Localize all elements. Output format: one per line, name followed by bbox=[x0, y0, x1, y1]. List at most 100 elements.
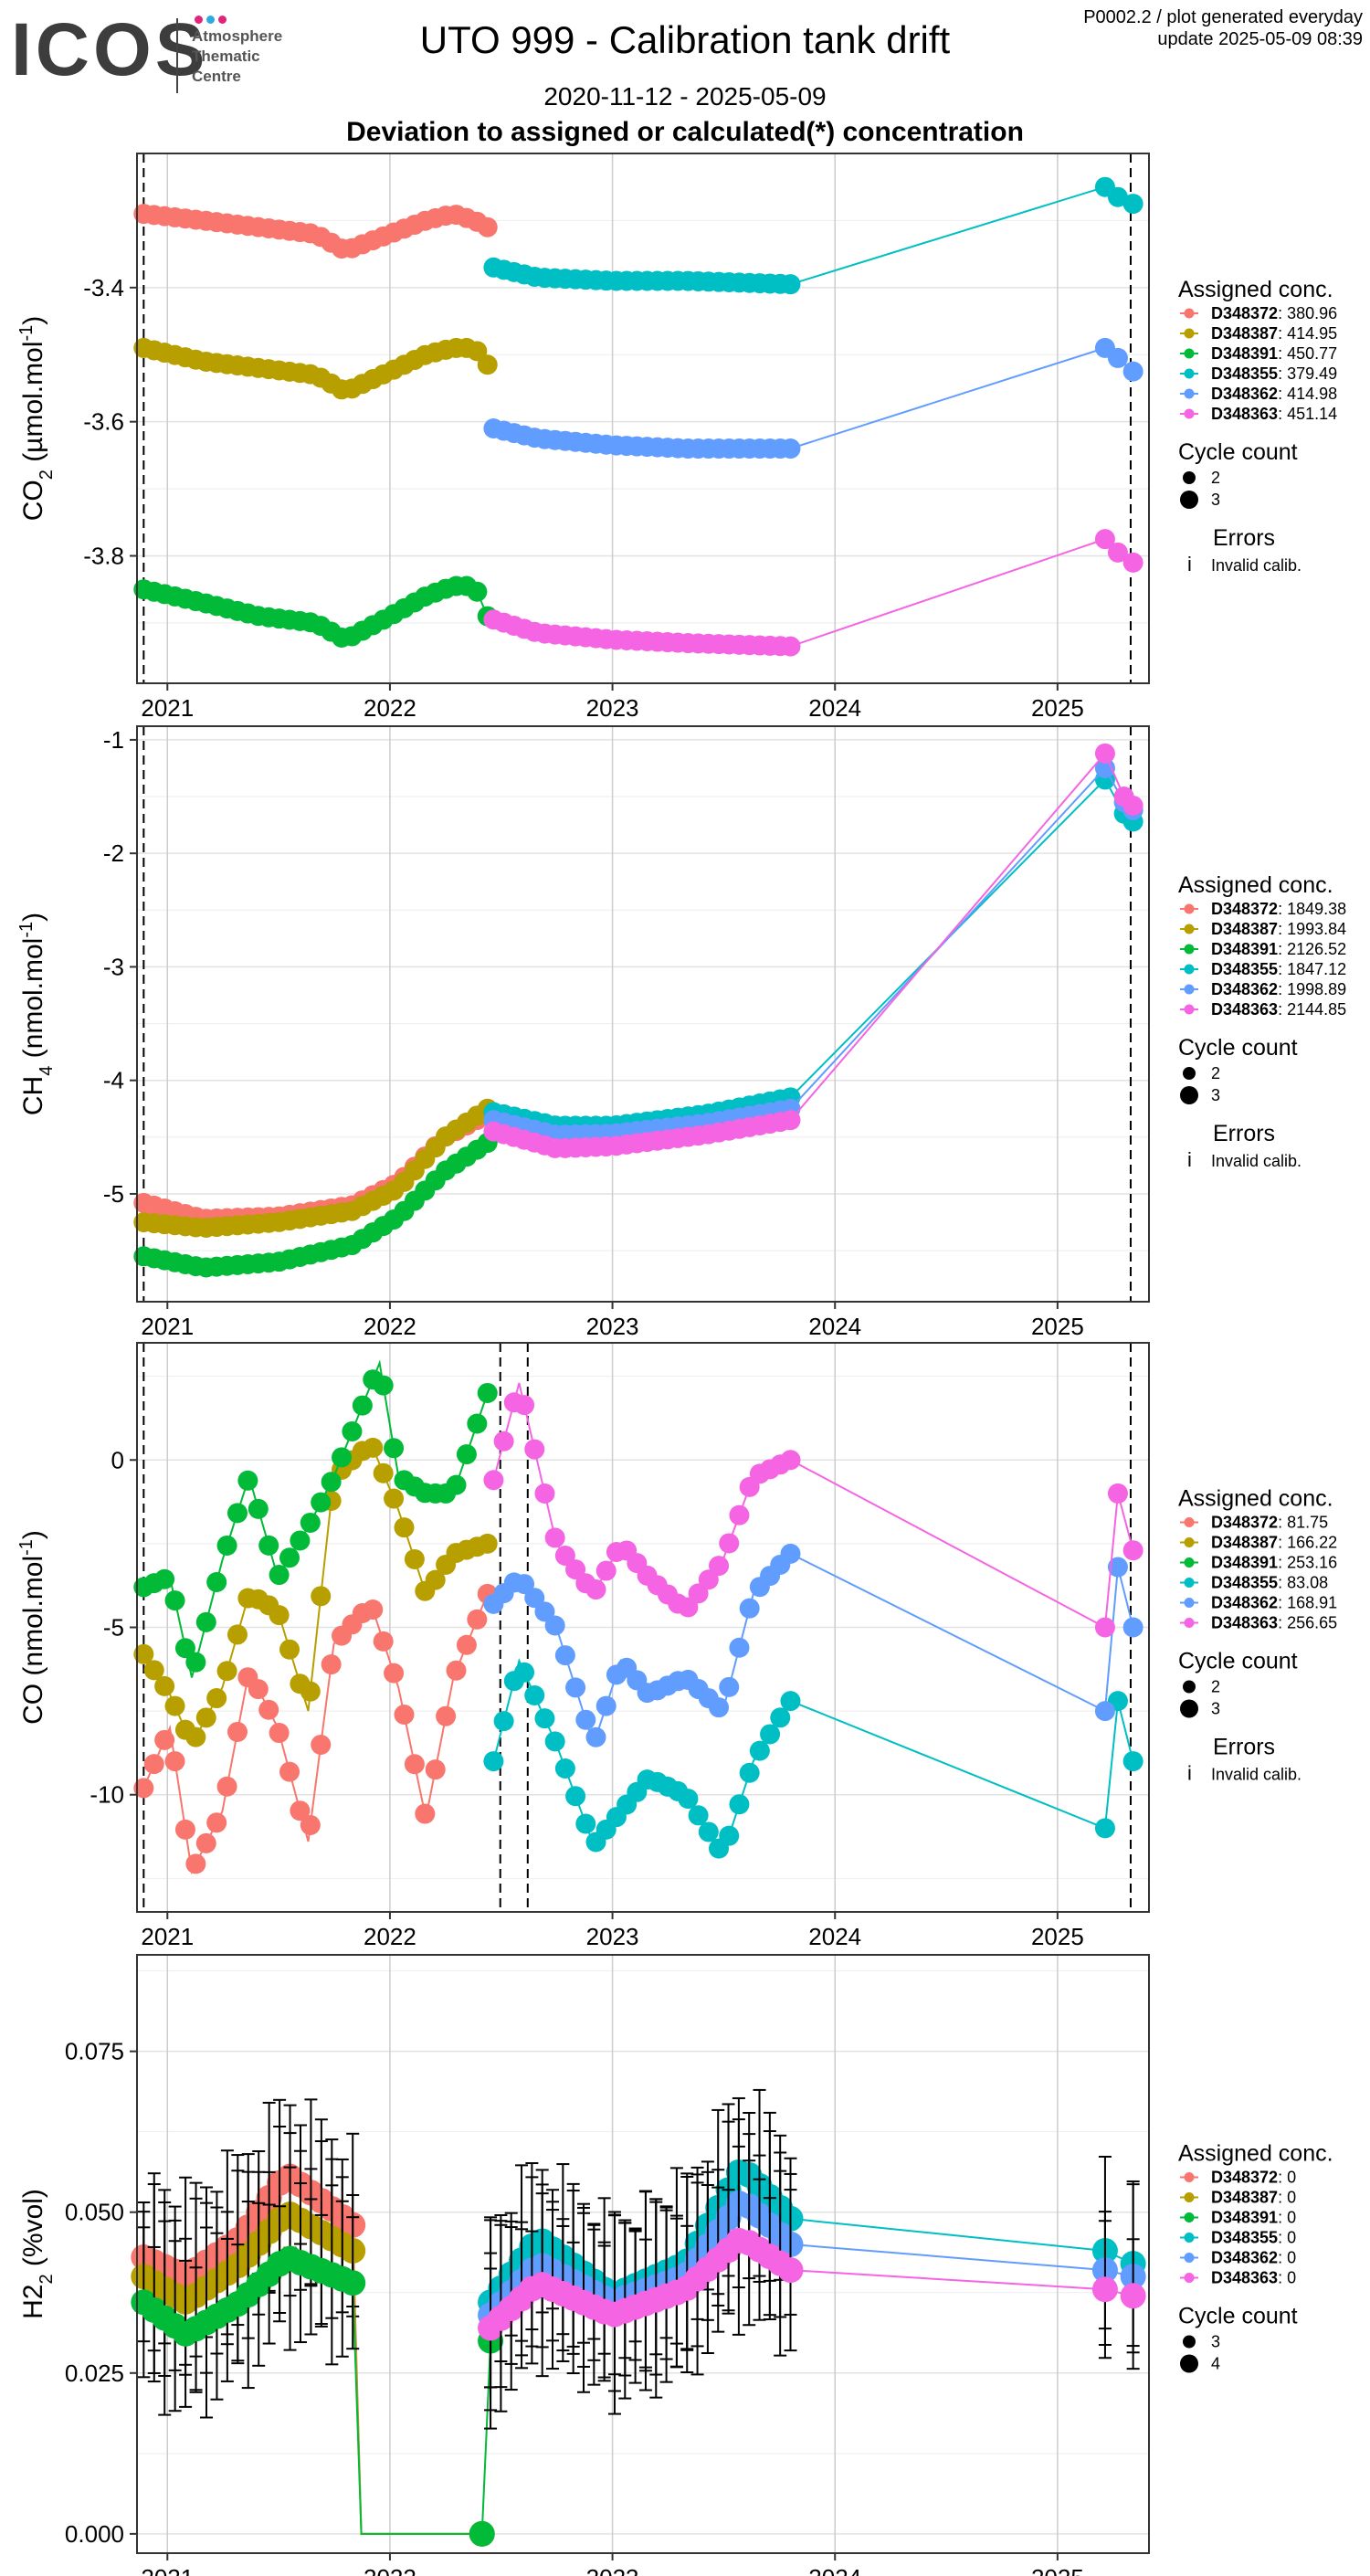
logo-sub-line-2: Thematic bbox=[192, 48, 260, 65]
data-point bbox=[446, 1474, 467, 1495]
data-point bbox=[404, 1548, 425, 1569]
legend-entry-id: D348363 bbox=[1211, 1000, 1278, 1019]
y-tick-label: 0.025 bbox=[65, 2360, 124, 2387]
data-point bbox=[279, 1547, 300, 1568]
legend-entry-value: : 1998.89 bbox=[1278, 980, 1346, 998]
y-axis-label-part: 2 bbox=[37, 2274, 57, 2284]
y-tick-label: 0 bbox=[111, 1446, 124, 1473]
series-points-D348363 bbox=[483, 743, 1143, 1158]
legend-entry: D348363: 0 bbox=[1211, 2269, 1296, 2287]
legend-dot bbox=[1184, 924, 1195, 934]
data-point bbox=[248, 1498, 269, 1519]
errors-label: Invalid calib. bbox=[1211, 1766, 1302, 1784]
legend-dot bbox=[1184, 964, 1195, 975]
legend-entry: D348363: 451.14 bbox=[1211, 405, 1337, 423]
logo-dot-2 bbox=[206, 16, 215, 24]
legend-entry-value: : 0 bbox=[1278, 2209, 1296, 2227]
data-point bbox=[780, 1691, 801, 1712]
data-point bbox=[780, 274, 801, 295]
legend-dot bbox=[1184, 2212, 1195, 2222]
legend-dot bbox=[1184, 903, 1195, 914]
legend-entry-value: : 256.65 bbox=[1278, 1614, 1337, 1632]
legend-entry-id: D348355 bbox=[1211, 2229, 1278, 2247]
legend-entry-id: D348362 bbox=[1211, 385, 1278, 403]
x-tick-label: 2021 bbox=[141, 2564, 194, 2576]
data-point bbox=[1122, 1540, 1143, 1561]
data-point bbox=[185, 1853, 206, 1874]
data-point bbox=[425, 1759, 446, 1780]
series-points-D348362 bbox=[483, 337, 1143, 459]
data-point bbox=[425, 1569, 446, 1590]
y-tick-label: -2 bbox=[103, 839, 124, 867]
data-point bbox=[595, 1695, 616, 1716]
legend-entry: D348362: 168.91 bbox=[1211, 1594, 1337, 1612]
cycle-size-label: 3 bbox=[1211, 2333, 1220, 2351]
y-tick-label: 0.000 bbox=[65, 2520, 124, 2548]
legend-dot bbox=[1184, 2172, 1195, 2182]
legend-dot bbox=[1184, 1578, 1195, 1588]
y-axis-label-part: 2 bbox=[37, 470, 57, 480]
data-point bbox=[342, 1420, 363, 1441]
legend-dot bbox=[1184, 308, 1195, 319]
legend-dot bbox=[1184, 2192, 1195, 2202]
legend-entry: D348372: 0 bbox=[1211, 2169, 1296, 2187]
x-tick-label: 2024 bbox=[808, 1313, 861, 1340]
data-point bbox=[206, 1812, 227, 1833]
data-point bbox=[534, 1601, 555, 1622]
data-point bbox=[384, 1663, 405, 1684]
errors-title: Errors bbox=[1213, 525, 1275, 551]
data-point bbox=[780, 1450, 801, 1471]
legend-entry: D348355: 379.49 bbox=[1211, 364, 1337, 383]
legend-entry: D348372: 81.75 bbox=[1211, 1514, 1328, 1532]
data-point bbox=[227, 1721, 248, 1742]
legend-entry-id: D348372 bbox=[1211, 304, 1278, 322]
legend-dot bbox=[1184, 388, 1195, 399]
legend-entry: D348391: 2126.52 bbox=[1211, 940, 1346, 958]
data-point bbox=[780, 438, 801, 459]
chart-subtitle: Deviation to assigned or calculated(*) c… bbox=[346, 117, 1024, 147]
data-point bbox=[524, 1588, 545, 1609]
x-tick-label: 2025 bbox=[1031, 694, 1084, 722]
data-point bbox=[300, 1814, 321, 1835]
legend-entry-id: D348391 bbox=[1211, 344, 1278, 363]
data-point bbox=[770, 1707, 791, 1728]
legend-entry-value: : 253.16 bbox=[1278, 1554, 1337, 1572]
data-point bbox=[373, 1462, 394, 1483]
data-point bbox=[164, 1751, 185, 1772]
data-point bbox=[575, 1709, 596, 1730]
data-point bbox=[1094, 1701, 1115, 1722]
cycle-size-label: 2 bbox=[1211, 1064, 1220, 1082]
data-point bbox=[394, 1704, 415, 1725]
x-tick-label: 2022 bbox=[364, 1313, 416, 1340]
x-tick-label: 2025 bbox=[1031, 2564, 1084, 2576]
data-point bbox=[483, 1751, 504, 1772]
data-point bbox=[258, 1535, 279, 1556]
data-point bbox=[1122, 361, 1143, 382]
data-point bbox=[154, 1568, 175, 1589]
data-point bbox=[1091, 2276, 1118, 2303]
legend-dot bbox=[1184, 1557, 1195, 1568]
plot-frame bbox=[136, 1954, 1150, 2554]
data-point bbox=[1107, 186, 1128, 207]
errors-label: Invalid calib. bbox=[1211, 1152, 1302, 1170]
legend-dot bbox=[1184, 328, 1195, 339]
legend-entry-id: D348355 bbox=[1211, 1574, 1278, 1592]
legend-entry-value: : 166.22 bbox=[1278, 1534, 1337, 1552]
data-point bbox=[585, 1579, 606, 1600]
legend-entry-value: : 0 bbox=[1278, 2229, 1296, 2247]
data-point bbox=[1107, 1483, 1128, 1504]
cycle-size-dot bbox=[1180, 1086, 1198, 1104]
x-tick-label: 2023 bbox=[586, 1313, 639, 1340]
data-point bbox=[456, 1444, 477, 1465]
data-point bbox=[384, 1488, 405, 1509]
data-point bbox=[143, 1754, 164, 1775]
y-axis-label-part: (nmol.mol bbox=[18, 1556, 48, 1684]
cycle-count-title: Cycle count bbox=[1178, 2304, 1298, 2329]
legend-entry-value: : 0 bbox=[1278, 2249, 1296, 2267]
data-point bbox=[719, 1825, 740, 1846]
legend-dot bbox=[1184, 1517, 1195, 1527]
legend-entry-value: : 379.49 bbox=[1278, 364, 1337, 383]
data-point bbox=[483, 1470, 504, 1491]
cycle-size-label: 3 bbox=[1211, 1086, 1220, 1104]
data-point bbox=[780, 636, 801, 657]
